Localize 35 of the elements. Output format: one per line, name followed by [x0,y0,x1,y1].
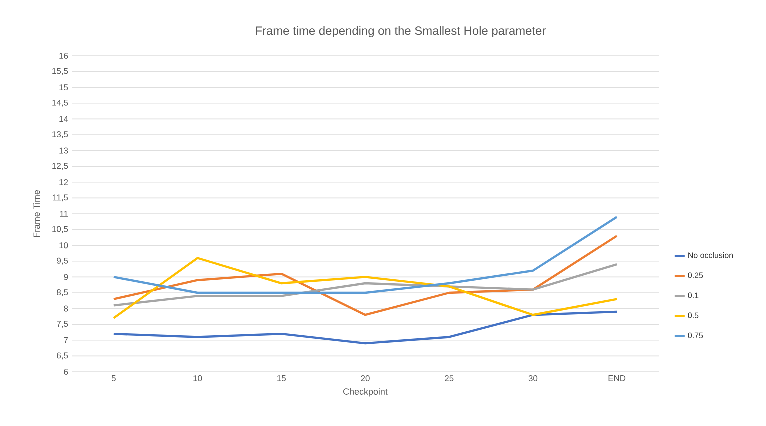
y-tick-label: 14 [60,116,68,122]
y-axis-title: Frame Time [33,190,40,238]
y-tick-label: 13,5 [52,132,68,138]
y-tick-label: 14,5 [52,100,68,107]
y-tick-label: 7 [64,337,68,344]
chart-title: Frame time depending on the Smallest Hole parameter [256,26,546,38]
y-tick-label: 13 [60,148,68,154]
y-tick-label: 8 [64,306,68,312]
y-tick-label: 9 [64,274,68,280]
y-tick-label: 7,5 [57,321,68,328]
y-tick-label: 11 [60,211,68,217]
y-tick-label: 11,5 [53,194,68,202]
line-series [112,310,618,345]
y-tick-label: 10,5 [52,226,68,234]
y-tick-label: 10 [60,242,68,249]
line-series [112,235,618,316]
x-tick-label: END [608,376,626,382]
y-tick-label: 6,5 [57,352,68,360]
x-tick-label: 20 [361,376,370,382]
y-tick-label: 6 [64,369,68,375]
y-tick-label: 8,5 [57,290,68,296]
x-tick-label: 5 [112,376,116,382]
line-series [112,263,618,307]
x-tick-label: 30 [528,376,538,382]
y-tick-label: 15,5 [52,68,68,76]
y-tick-label: 15 [60,84,68,91]
y-tick-label: 12 [60,179,68,186]
y-tick-label: 12,5 [52,163,68,170]
x-tick-label: 15 [278,376,286,382]
line-series [112,257,618,320]
x-tick-label: 25 [445,376,454,382]
x-tick-label: 10 [194,376,202,382]
y-tick-label: 9,5 [57,258,68,265]
x-axis-title: Checkpoint [344,388,388,397]
y-tick-label: 16 [60,53,68,59]
